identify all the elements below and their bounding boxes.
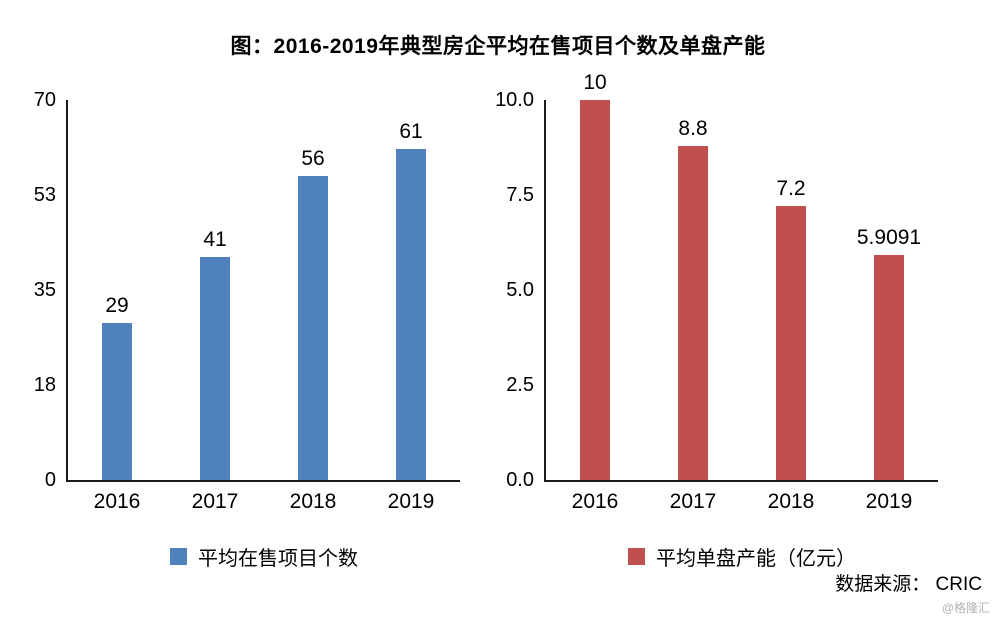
y-tick-label: 10.0 [495,89,534,111]
bar [874,255,904,480]
legend: 平均单盘产能（亿元） [546,542,938,571]
bar-value-label: 61 [399,119,423,143]
y-tick-label: 0 [44,469,56,491]
bar [580,100,610,480]
bar-slot: 41 [166,100,264,480]
x-axis: 2016 2017 2018 2019 [546,490,938,514]
y-axis: 70 53 35 18 0 [18,90,66,490]
y-tick-label: 18 [33,374,56,396]
y-tick-label: 70 [33,89,56,111]
legend-label: 平均单盘产能（亿元） [656,548,856,570]
bar [102,322,132,480]
watermark: @格隆汇 [941,601,990,615]
bar-value-label: 10 [583,71,607,94]
y-tick-label: 2.5 [506,374,534,396]
bar [678,145,708,480]
bar-slot: 56 [264,100,362,480]
bar-value-label: 56 [301,147,325,170]
right-chart-body: 10.0 7.5 5.0 2.5 0.0 10 8.8 7.2 5.9091 [495,72,938,490]
x-tick-label: 2018 [289,490,337,513]
chart-title: 图：2016-2019年典型房企平均在售项目个数及单盘产能 [230,35,766,58]
left-chart-body: 70 53 35 18 0 29 41 56 61 [18,90,460,490]
legend-swatch [170,548,187,565]
bar [298,176,328,480]
right-chart: 10.0 7.5 5.0 2.5 0.0 10 8.8 7.2 5.9091 2016 2017… [495,72,938,571]
bar-slot: 61 [362,100,460,480]
x-axis: 2016 2017 2018 2019 [68,490,460,514]
x-tick-label: 2019 [387,490,435,513]
bar-value-label: 7.2 [776,177,806,201]
bar-slot: 10 [546,72,644,480]
bar-value-label: 5.9091 [856,226,922,250]
y-tick-label: 53 [33,184,56,206]
bar-slot: 29 [68,100,166,480]
plot-area: 29 41 56 61 [66,100,460,482]
bar-value-label: 41 [203,228,227,252]
bar-slot: 7.2 [742,100,840,480]
plot-area: 10 8.8 7.2 5.9091 [544,72,938,482]
bar-slot: 8.8 [644,100,742,480]
x-tick-label: 2019 [865,490,913,513]
charts-row: 70 53 35 18 0 29 41 56 61 2016 2017 2018 2019 平均在售… [18,72,938,571]
x-tick-label: 2016 [93,490,141,513]
legend-swatch [628,548,645,565]
bar [200,257,230,480]
x-tick-label: 2017 [669,490,717,513]
x-tick-label: 2017 [191,490,239,513]
bar [396,148,426,480]
y-tick-label: 7.5 [506,184,534,206]
bar [776,206,806,480]
bar-value-label: 29 [105,293,129,317]
data-source: 数据来源： CRIC [835,569,982,596]
bar-value-label: 8.8 [678,116,708,140]
y-axis: 10.0 7.5 5.0 2.5 0.0 [495,90,544,490]
legend-label: 平均在售项目个数 [198,548,358,570]
y-tick-label: 0.0 [506,469,534,491]
y-tick-label: 35 [33,279,56,301]
bar-slot: 5.9091 [840,100,938,480]
x-tick-label: 2018 [767,490,815,513]
left-chart: 70 53 35 18 0 29 41 56 61 2016 2017 2018 2019 平均在售… [18,90,460,571]
data-source-label: 数据来源： CRIC [835,574,982,595]
x-tick-label: 2016 [571,490,619,513]
y-tick-label: 5.0 [506,279,534,301]
legend: 平均在售项目个数 [68,542,460,571]
